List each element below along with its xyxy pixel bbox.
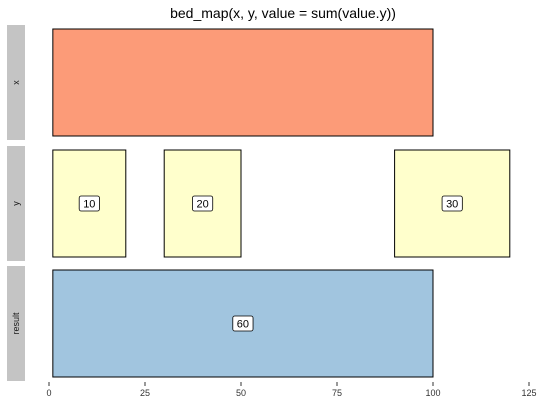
facet-strip-y — [7, 146, 25, 261]
facet-panel-x: x — [7, 25, 434, 140]
x-tick-label: 125 — [521, 388, 536, 398]
facet-strip-result — [7, 266, 25, 381]
x-tick-label: 75 — [332, 388, 342, 398]
interval-label-text: 20 — [196, 199, 208, 211]
interval-label-box — [232, 315, 254, 332]
facet-panel-result: result 60 — [7, 266, 434, 381]
x-axis: 0 25 50 75 100 125 — [46, 382, 537, 398]
interval-label-text: 10 — [83, 199, 95, 211]
x-tick-label: 50 — [236, 388, 246, 398]
interval-bar — [52, 28, 434, 137]
interval-label: 10 — [78, 195, 100, 212]
facet-strip-x — [7, 25, 25, 140]
interval-label: 30 — [441, 195, 463, 212]
facet-panel-y: y 10 20 30 — [7, 146, 511, 261]
facet-strip-label: x — [11, 80, 21, 85]
x-tick-label: 25 — [140, 388, 150, 398]
x-tick-label: 100 — [425, 388, 440, 398]
interval-label: 60 — [232, 315, 254, 332]
x-tick-label: 0 — [46, 388, 51, 398]
interval-label: 20 — [192, 195, 214, 212]
facet-strip-label: result — [11, 312, 21, 335]
interval-label-box — [192, 195, 214, 212]
facet-panels: x y 10 20 30 result 60 — [7, 25, 511, 381]
chart-title: bed_map(x, y, value = sum(value.y)) — [170, 5, 396, 21]
interval-label-box — [78, 195, 100, 212]
interval-label-box — [441, 195, 463, 212]
facet-strip-label: y — [11, 201, 21, 206]
interval-label-text: 30 — [446, 199, 458, 211]
interval-label-text: 60 — [237, 319, 249, 331]
